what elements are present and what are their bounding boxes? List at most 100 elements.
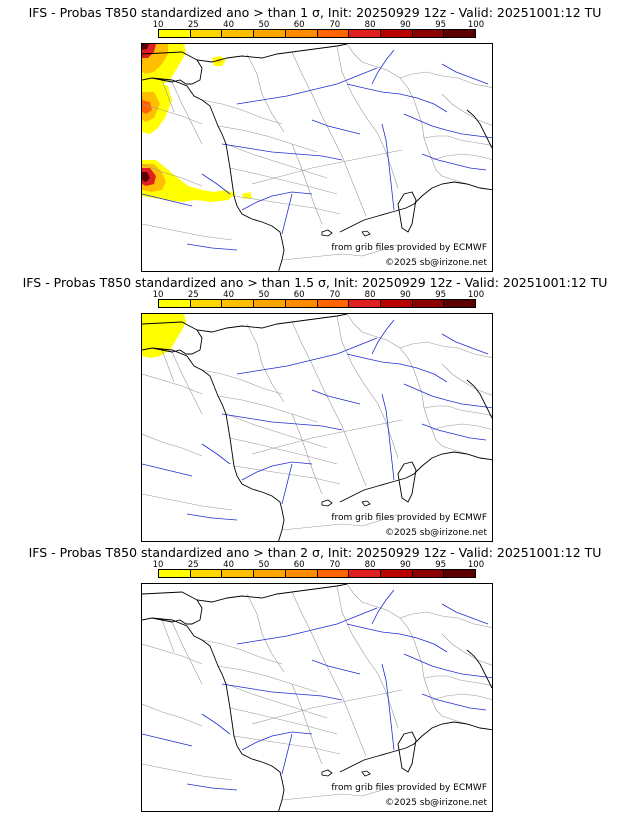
admin-border (336, 45, 379, 135)
colorbar-tick: 50 (258, 290, 270, 300)
admin-border (142, 373, 203, 395)
colorbar-tick: 100 (467, 20, 485, 30)
admin-border (331, 135, 367, 217)
coastline (142, 44, 348, 271)
colorbar-tick-labels: 10 25 40 50 60 70 80 90 95 100 (153, 290, 485, 300)
admin-border (161, 79, 175, 113)
colorbar-tick: 25 (187, 560, 199, 570)
colorbar-tick: 40 (223, 560, 235, 570)
admin-border (225, 683, 328, 719)
admin-border (291, 413, 323, 495)
river (186, 513, 238, 521)
colorbar-tick: 80 (364, 560, 376, 570)
admin-border (377, 673, 399, 729)
coastline (339, 181, 492, 233)
admin-border (281, 513, 401, 531)
admin-border (171, 621, 203, 685)
admin-border (142, 493, 233, 511)
admin-border (441, 93, 492, 126)
admin-border (346, 584, 468, 725)
admin-border (201, 99, 283, 125)
colorbar-tick: 40 (223, 20, 235, 30)
admin-border (229, 437, 338, 465)
coastline (466, 379, 492, 419)
river (371, 319, 395, 355)
river (221, 143, 343, 161)
colorbar-tick: 60 (293, 290, 305, 300)
colorbar-tick: 25 (187, 290, 199, 300)
colorbar-swatch (254, 570, 286, 577)
river (346, 353, 448, 383)
river (236, 67, 378, 105)
river (441, 63, 489, 85)
colorbar-swatch (159, 570, 191, 577)
admin-border (399, 341, 492, 358)
river (403, 653, 492, 679)
colorbar-swatch (285, 30, 318, 37)
admin-border (291, 321, 333, 407)
admin-border (229, 707, 338, 735)
colorbar-swatch (159, 300, 191, 307)
colorbar-swatch (222, 570, 255, 577)
river (281, 193, 293, 235)
colorbar-swatch (190, 570, 223, 577)
coastline (466, 649, 492, 689)
admin-border (233, 465, 341, 485)
river (241, 461, 313, 481)
colorbar-tick: 80 (364, 20, 376, 30)
corsica-outline (397, 191, 417, 233)
colorbar-swatch (285, 570, 318, 577)
colorbar (158, 569, 476, 578)
river (281, 463, 293, 505)
colorbar-swatch (380, 300, 413, 307)
colorbar-swatch (317, 300, 350, 307)
river (311, 119, 361, 135)
colorbar-tick: 50 (258, 560, 270, 570)
colorbar-swatch (380, 30, 413, 37)
admin-border (142, 643, 203, 665)
admin-border (251, 689, 403, 725)
colorbar-swatch (444, 300, 476, 307)
admin-border (291, 683, 323, 765)
source-credit: from grib files provided by ECMWF (331, 783, 487, 793)
colorbar-tick: 80 (364, 290, 376, 300)
admin-border (246, 53, 285, 133)
river (236, 607, 378, 645)
island-outline (321, 229, 333, 237)
river (403, 113, 492, 139)
colorbar-swatch (317, 570, 350, 577)
admin-border (431, 423, 492, 431)
admin-border (346, 314, 468, 455)
coastline (339, 451, 492, 503)
map-frame: from grib files provided by ECMWF ©2025 … (141, 313, 493, 542)
colorbar-tick: 40 (223, 290, 235, 300)
river (241, 191, 313, 211)
admin-border (431, 153, 492, 161)
colorbar-tick: 100 (467, 290, 485, 300)
colorbar-swatch (222, 300, 255, 307)
admin-border (251, 149, 403, 185)
colorbar-tick: 100 (467, 560, 485, 570)
river (311, 659, 361, 675)
probability-area (142, 172, 150, 182)
admin-border (331, 675, 367, 757)
copyright-credit: ©2025 sb@irizone.net (385, 798, 487, 808)
colorbar (158, 299, 476, 308)
admin-border (142, 703, 203, 727)
river (221, 683, 343, 701)
map-panel-2: IFS - Probas T850 standardized ano > tha… (0, 275, 630, 545)
france-map (142, 314, 492, 541)
river (281, 733, 293, 775)
island-outline (321, 769, 333, 777)
river (236, 337, 378, 375)
colorbar-swatch (317, 30, 350, 37)
admin-border (281, 783, 401, 801)
colorbar-tick: 95 (435, 20, 447, 30)
colorbar-swatch (444, 570, 476, 577)
river (186, 783, 238, 791)
admin-border (251, 419, 403, 455)
probability-area (142, 100, 152, 114)
admin-border (423, 675, 492, 686)
map-frame: from grib files provided by ECMWF ©2025 … (141, 583, 493, 812)
river (441, 603, 489, 625)
